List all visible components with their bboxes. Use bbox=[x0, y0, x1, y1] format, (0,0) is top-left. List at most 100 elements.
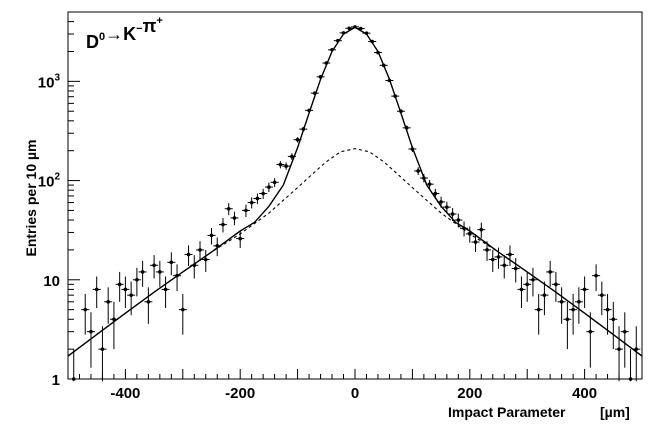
data-point bbox=[373, 50, 382, 55]
data-point bbox=[305, 108, 314, 113]
data-point bbox=[620, 312, 629, 368]
point-marker bbox=[611, 317, 616, 322]
point-marker bbox=[318, 75, 323, 79]
data-point bbox=[574, 287, 583, 324]
point-marker bbox=[358, 26, 363, 31]
data-point bbox=[609, 301, 618, 350]
point-marker bbox=[129, 293, 133, 297]
data-point bbox=[150, 255, 159, 279]
data-point bbox=[86, 312, 95, 368]
point-marker bbox=[221, 222, 225, 227]
data-point bbox=[368, 39, 377, 44]
data-point bbox=[247, 197, 256, 209]
data-point bbox=[483, 241, 492, 261]
point-marker bbox=[123, 287, 128, 292]
data-point bbox=[563, 301, 572, 350]
point-marker bbox=[404, 126, 409, 130]
point-marker bbox=[330, 47, 334, 52]
data-point bbox=[362, 31, 371, 35]
x-tick-label: -200 bbox=[225, 385, 255, 402]
data-point bbox=[293, 137, 302, 143]
point-marker bbox=[158, 270, 162, 274]
point-marker bbox=[634, 347, 639, 351]
point-marker bbox=[468, 232, 472, 236]
point-marker bbox=[393, 94, 397, 98]
point-marker bbox=[186, 252, 191, 257]
chart-title: D0→K−π+ bbox=[86, 15, 163, 52]
data-point bbox=[557, 287, 566, 324]
x-tick-label: 200 bbox=[457, 385, 482, 402]
data-point bbox=[592, 264, 601, 292]
point-marker bbox=[215, 244, 220, 248]
data-point bbox=[419, 174, 428, 183]
data-point bbox=[138, 260, 147, 287]
point-marker bbox=[249, 200, 254, 205]
data-point bbox=[471, 234, 480, 252]
y-tick-label: 102 bbox=[38, 172, 61, 191]
point-marker bbox=[226, 206, 231, 211]
x-tick-label: 0 bbox=[351, 385, 359, 402]
data-point bbox=[224, 203, 233, 216]
data-point bbox=[316, 75, 325, 79]
point-marker bbox=[559, 299, 564, 304]
point-marker bbox=[261, 191, 265, 196]
data-point bbox=[523, 271, 532, 302]
point-marker bbox=[152, 263, 156, 268]
data-point bbox=[500, 255, 509, 279]
point-marker bbox=[284, 164, 288, 168]
data-point bbox=[207, 227, 216, 245]
point-marker bbox=[301, 127, 306, 131]
data-point bbox=[460, 221, 469, 237]
data-point bbox=[230, 211, 239, 226]
point-marker bbox=[100, 347, 105, 351]
data-point bbox=[494, 247, 503, 269]
point-marker bbox=[83, 307, 88, 312]
point-marker bbox=[399, 109, 403, 114]
data-point bbox=[379, 63, 388, 68]
data-point bbox=[276, 161, 285, 169]
data-point bbox=[569, 293, 578, 335]
y-tick-label: 1 bbox=[52, 372, 60, 389]
point-marker bbox=[456, 218, 461, 222]
point-marker bbox=[324, 61, 329, 65]
data-point bbox=[299, 126, 308, 132]
point-marker bbox=[341, 31, 346, 35]
point-marker bbox=[89, 329, 93, 334]
point-marker bbox=[605, 307, 610, 312]
point-marker bbox=[335, 38, 340, 43]
y-axis-label: Entries per 10 µm bbox=[23, 139, 39, 256]
point-marker bbox=[169, 260, 174, 265]
data-point bbox=[264, 182, 273, 192]
data-point bbox=[488, 249, 497, 272]
x-axis-unit: [µm] bbox=[600, 404, 630, 420]
point-marker bbox=[531, 277, 535, 282]
point-marker bbox=[439, 200, 443, 204]
data-point bbox=[597, 281, 606, 316]
point-marker bbox=[473, 240, 478, 244]
point-marker bbox=[427, 182, 432, 186]
point-marker bbox=[519, 287, 524, 292]
point-marker bbox=[232, 216, 237, 220]
data-point bbox=[333, 38, 342, 43]
data-point bbox=[615, 326, 624, 382]
data-point bbox=[408, 146, 417, 153]
data-point bbox=[161, 276, 170, 308]
data-point bbox=[322, 61, 331, 65]
point-marker bbox=[140, 270, 145, 274]
point-marker bbox=[496, 255, 501, 259]
point-marker bbox=[445, 205, 449, 209]
data-point bbox=[270, 178, 279, 187]
data-point bbox=[477, 222, 486, 239]
point-marker bbox=[267, 185, 271, 189]
data-point bbox=[155, 260, 164, 287]
data-point bbox=[505, 245, 514, 266]
point-marker bbox=[450, 212, 455, 216]
point-marker bbox=[203, 257, 208, 262]
point-marker bbox=[582, 287, 587, 292]
y-tick-label: 10 bbox=[43, 273, 60, 290]
data-point bbox=[115, 271, 124, 302]
point-marker bbox=[548, 270, 552, 274]
point-marker bbox=[502, 263, 507, 268]
point-marker bbox=[594, 273, 598, 278]
